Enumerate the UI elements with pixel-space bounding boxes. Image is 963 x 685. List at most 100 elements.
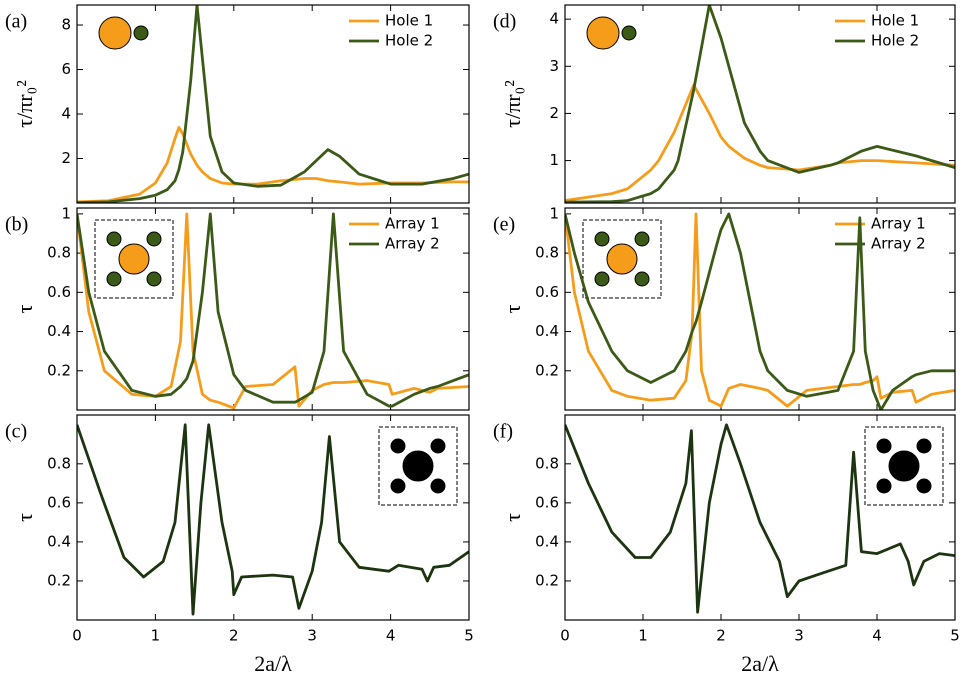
legend-label: Hole 2 — [385, 32, 433, 50]
y-tick-label: 0.6 — [47, 283, 71, 301]
plot-frame — [76, 4, 470, 204]
x-tick-label: 1 — [638, 627, 648, 645]
inset-hole — [621, 25, 637, 41]
inset-hole — [876, 438, 892, 454]
inset-hole — [402, 450, 434, 482]
x-tick-label: 2 — [229, 627, 239, 645]
inset-hole — [586, 16, 620, 50]
legend-label: Array 1 — [385, 215, 440, 233]
y-axis-label: τ — [500, 304, 525, 313]
panel-label: (e) — [493, 214, 515, 236]
y-tick-label: 0.8 — [535, 454, 559, 472]
y-tick-label: 0.8 — [535, 244, 559, 262]
y-tick-label: 0.6 — [47, 493, 71, 511]
y-tick-label: 0.4 — [47, 532, 71, 550]
y-tick-label: 0.4 — [535, 532, 559, 550]
x-tick-label: 5 — [950, 627, 960, 645]
inset-hole — [876, 478, 892, 494]
x-tick-label: 4 — [386, 627, 396, 645]
y-axis-label: τ — [500, 513, 525, 522]
plot-frame — [564, 207, 956, 411]
panel-label: (f) — [493, 421, 513, 443]
y-tick-label: 1 — [61, 204, 71, 222]
x-tick-label: 3 — [307, 627, 317, 645]
y-axis-label: τ — [12, 304, 37, 313]
x-tick-label: 3 — [794, 627, 804, 645]
series-line — [77, 212, 469, 408]
y-tick-label: 1 — [549, 151, 559, 169]
panel-label: (d) — [493, 11, 516, 33]
series-line — [565, 423, 955, 614]
inset-hole — [146, 231, 162, 247]
plot-frame — [564, 414, 956, 621]
y-axis-label: τ/πr₀² — [500, 80, 525, 128]
x-axis-label: 2a/λ — [254, 651, 292, 676]
inset-hole — [888, 450, 920, 482]
y-tick-label: 4 — [549, 10, 559, 28]
inset-hole — [118, 243, 150, 275]
x-tick-label: 0 — [72, 627, 82, 645]
y-tick-label: 0.8 — [47, 244, 71, 262]
legend-label: Array 1 — [871, 215, 926, 233]
y-tick-label: 8 — [61, 16, 71, 34]
y-tick-label: 0.2 — [535, 361, 559, 379]
y-tick-label: 3 — [549, 57, 559, 75]
series-line — [565, 212, 955, 408]
y-tick-label: 0.4 — [535, 322, 559, 340]
inset-hole — [634, 231, 650, 247]
panel-label: (c) — [5, 421, 27, 443]
legend-label: Hole 2 — [871, 32, 919, 50]
y-tick-label: 0.6 — [535, 283, 559, 301]
plot-frame — [76, 414, 470, 621]
y-axis-label: τ/πr₀² — [12, 80, 37, 128]
legend-label: Hole 1 — [871, 12, 919, 30]
legend-label: Array 2 — [385, 235, 440, 253]
inset-hole — [390, 438, 406, 454]
x-axis-label: 2a/λ — [741, 651, 779, 676]
series-line — [565, 83, 955, 202]
inset-hole — [133, 25, 149, 41]
y-tick-label: 0.2 — [535, 571, 559, 589]
inset-hole — [594, 231, 610, 247]
inset-hole — [916, 438, 932, 454]
inset-hole — [106, 271, 122, 287]
y-tick-label: 2 — [549, 104, 559, 122]
inset-hole — [594, 271, 610, 287]
y-tick-label: 0.2 — [47, 361, 71, 379]
y-tick-label: 0.2 — [47, 571, 71, 589]
x-tick-label: 4 — [872, 627, 882, 645]
series-line — [77, 126, 469, 203]
x-tick-label: 2 — [716, 627, 726, 645]
plot-frame — [564, 4, 956, 204]
inset-hole — [106, 231, 122, 247]
series-line — [565, 212, 955, 410]
panel-label: (b) — [5, 214, 28, 236]
inset-hole — [634, 271, 650, 287]
y-axis-label: τ — [12, 513, 37, 522]
plot-frame — [76, 207, 470, 411]
x-tick-label: 0 — [560, 627, 570, 645]
series-line — [77, 423, 469, 616]
inset-hole — [146, 271, 162, 287]
legend-label: Array 2 — [871, 235, 926, 253]
series-line — [565, 5, 955, 203]
x-tick-label: 1 — [151, 627, 161, 645]
inset-hole — [98, 16, 132, 50]
panel-label: (a) — [5, 11, 27, 33]
y-tick-label: 6 — [61, 60, 71, 78]
inset-hole — [916, 478, 932, 494]
y-tick-label: 2 — [61, 149, 71, 167]
y-tick-label: 0.8 — [47, 454, 71, 472]
y-tick-label: 4 — [61, 105, 71, 123]
inset-hole — [606, 243, 638, 275]
series-line — [77, 212, 469, 410]
series-line — [77, 5, 469, 203]
x-tick-label: 5 — [464, 627, 474, 645]
y-tick-label: 0.6 — [535, 493, 559, 511]
y-tick-label: 1 — [549, 204, 559, 222]
inset-hole — [430, 478, 446, 494]
inset-hole — [430, 438, 446, 454]
inset-hole — [390, 478, 406, 494]
